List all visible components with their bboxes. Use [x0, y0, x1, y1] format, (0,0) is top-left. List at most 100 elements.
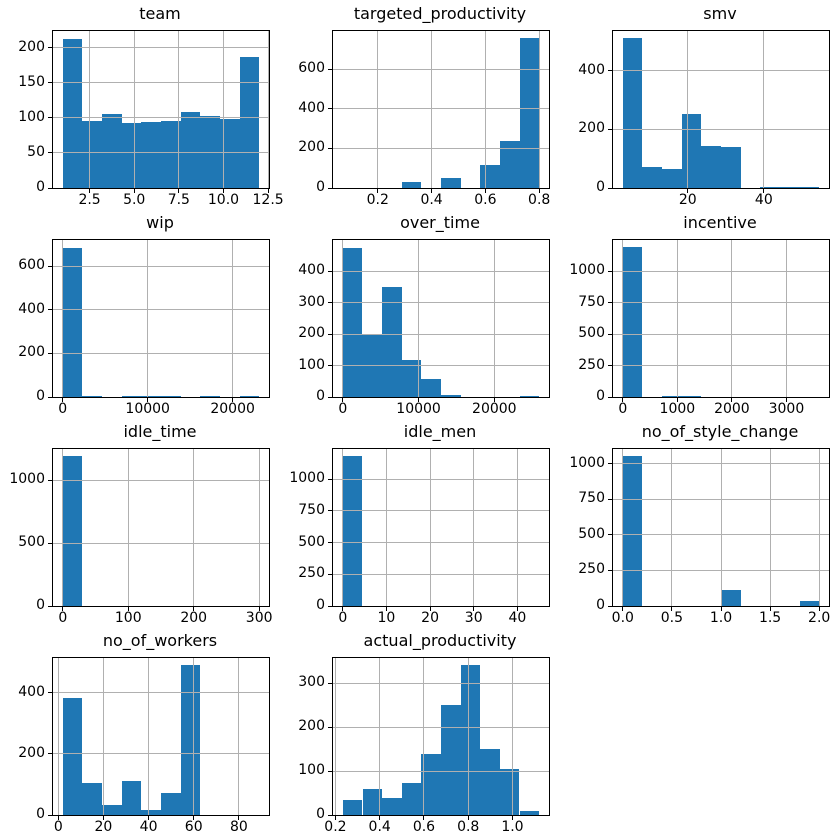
- x-tick: [676, 398, 678, 402]
- x-tick: [193, 607, 195, 611]
- histogram-bar: [342, 247, 363, 397]
- histogram-bar: [382, 798, 402, 815]
- x-tick-label: 0: [58, 610, 68, 626]
- y-tick: [48, 753, 52, 755]
- x-tick: [720, 607, 722, 611]
- histogram-bar: [342, 456, 363, 606]
- x-gridline: [431, 31, 433, 188]
- histogram-bar: [102, 114, 122, 188]
- x-tick: [473, 607, 475, 611]
- x-tick-label: 1000: [659, 401, 696, 417]
- x-gridline: [622, 449, 624, 606]
- histogram-bar: [441, 394, 461, 397]
- x-gridline: [731, 240, 733, 397]
- x-gridline: [538, 31, 540, 188]
- x-tick-label: 0.4: [368, 819, 391, 835]
- x-gridline: [334, 658, 336, 815]
- plot-area: [612, 30, 830, 189]
- x-gridline: [763, 31, 765, 188]
- panel-no_of_style_change: no_of_style_change 0.0 0.5 1.0 1.5 2.0 0 250 500…: [560, 418, 840, 627]
- y-gridline: [53, 82, 269, 84]
- x-tick-label: 200: [180, 610, 208, 626]
- histogram-bar: [362, 788, 383, 815]
- x-gridline: [222, 31, 224, 188]
- x-gridline: [133, 31, 135, 188]
- x-gridline: [193, 658, 195, 815]
- histogram-bar: [401, 783, 422, 815]
- x-gridline: [818, 449, 820, 606]
- y-gridline: [613, 128, 829, 130]
- y-tick-label: 1000: [289, 470, 325, 487]
- y-gridline: [613, 270, 829, 272]
- y-tick-label: 1000: [9, 471, 45, 488]
- y-tick: [328, 147, 332, 149]
- y-tick: [48, 117, 52, 119]
- y-gridline: [613, 302, 829, 304]
- y-gridline: [613, 365, 829, 367]
- panel-title: no_of_style_change: [641, 422, 799, 441]
- x-tick: [769, 607, 771, 611]
- x-gridline: [342, 240, 344, 397]
- y-gridline: [333, 270, 549, 272]
- histogram-bar: [161, 792, 181, 815]
- y-tick-label: 250: [578, 356, 605, 373]
- x-gridline: [178, 31, 180, 188]
- panel-actual_productivity: actual_productivity 0.2 0.4 0.6 0.8 1.0 0 100 20…: [280, 627, 560, 836]
- x-tick: [222, 189, 224, 193]
- x-tick: [342, 398, 344, 402]
- x-tick: [379, 816, 381, 820]
- x-gridline: [720, 449, 722, 606]
- y-tick-label: 200: [298, 325, 325, 342]
- panel-title: targeted_productivity: [353, 4, 527, 23]
- y-tick: [328, 365, 332, 367]
- x-gridline: [671, 449, 673, 606]
- histogram-bar: [141, 122, 161, 188]
- x-tick: [418, 398, 420, 402]
- histogram-bar: [161, 396, 181, 397]
- x-tick: [342, 607, 344, 611]
- x-tick-label: 1.0: [501, 819, 524, 835]
- y-gridline: [613, 498, 829, 500]
- x-gridline: [102, 658, 104, 815]
- x-tick-label: 80: [229, 819, 248, 835]
- histogram-bar: [102, 805, 122, 815]
- y-tick-label: 50: [27, 143, 45, 160]
- x-tick: [622, 398, 624, 402]
- y-tick: [328, 333, 332, 335]
- y-tick-label: 0: [596, 597, 605, 613]
- y-tick: [608, 365, 612, 367]
- y-tick: [608, 463, 612, 465]
- plot-area: [52, 448, 270, 607]
- x-tick-label: 1.5: [758, 610, 782, 626]
- x-tick-label: 100: [114, 610, 142, 626]
- y-tick-label: 250: [578, 561, 605, 578]
- x-gridline: [687, 31, 689, 188]
- x-tick: [147, 398, 149, 402]
- histogram-bar: [441, 178, 461, 188]
- y-tick-label: 200: [18, 744, 45, 761]
- y-tick-label: 400: [578, 61, 605, 78]
- histogram-bar: [161, 120, 181, 188]
- x-tick: [516, 607, 518, 611]
- x-gridline: [57, 658, 59, 815]
- y-gridline: [333, 478, 549, 480]
- x-tick-label: 0.2: [366, 192, 389, 208]
- x-tick-label: 0: [338, 610, 348, 626]
- x-tick-label: 0: [53, 819, 63, 835]
- panel-title: idle_men: [403, 422, 477, 441]
- y-tick: [328, 478, 332, 480]
- x-tick: [232, 398, 234, 402]
- x-gridline: [385, 449, 387, 606]
- y-tick-label: 300: [298, 674, 325, 691]
- x-tick-label: 20: [94, 819, 113, 835]
- y-tick-label: 100: [298, 356, 325, 373]
- histogram-bar: [519, 810, 540, 815]
- histogram-bar: [441, 705, 461, 815]
- x-tick-label: 0.4: [420, 192, 443, 208]
- panel-title: actual_productivity: [363, 631, 517, 650]
- y-tick: [608, 605, 612, 607]
- y-gridline: [333, 68, 549, 70]
- x-tick-label: 0: [618, 401, 628, 417]
- y-tick: [48, 152, 52, 154]
